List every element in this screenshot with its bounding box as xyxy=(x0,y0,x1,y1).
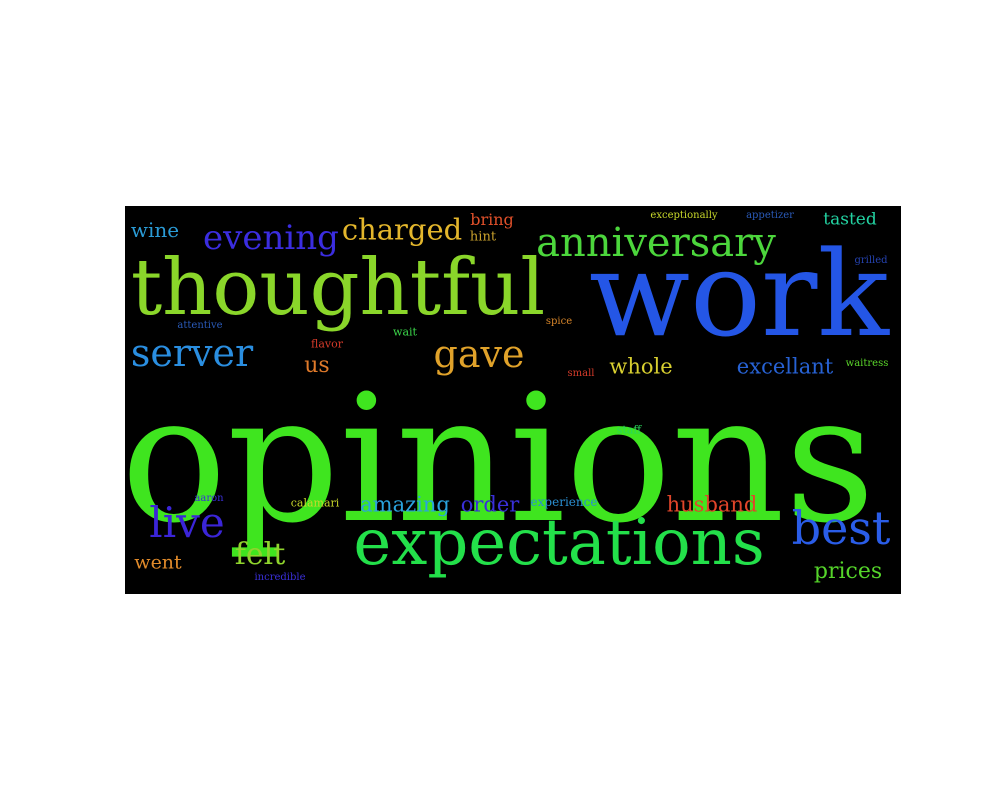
word-prices: prices xyxy=(813,559,883,584)
word-excellant: excellant xyxy=(736,354,834,379)
word-experience: experience xyxy=(530,495,598,509)
word-cloud: opinions work thoughtful expectations an… xyxy=(125,206,901,594)
word-went: went xyxy=(134,551,182,574)
word-spice: spice xyxy=(545,316,573,327)
word-staff: staff xyxy=(616,423,642,437)
word-best: best xyxy=(791,501,891,555)
word-wait: wait xyxy=(393,325,417,339)
word-evening: evening xyxy=(203,218,339,258)
word-exceptionally: exceptionally xyxy=(650,210,718,221)
word-server: server xyxy=(130,331,254,375)
word-work: work xyxy=(589,225,889,363)
word-felt: felt xyxy=(234,537,286,572)
word-husband: husband xyxy=(666,492,758,517)
word-order: order xyxy=(460,492,520,517)
word-live: live xyxy=(149,498,225,547)
word-calamari: calamari xyxy=(290,496,340,510)
word-wine: wine xyxy=(130,218,180,242)
word-waitress: waitress xyxy=(845,358,889,369)
word-aaron: aaron xyxy=(194,493,224,504)
word-opinions: opinions xyxy=(125,357,876,562)
word-expectations: expectations xyxy=(353,506,765,580)
word-us: us xyxy=(304,353,330,378)
word-flavor: flavor xyxy=(311,337,343,351)
word-attentive: attentive xyxy=(177,320,223,331)
word-tasted: tasted xyxy=(823,209,877,230)
word-hint: hint xyxy=(469,229,497,245)
word-incredible: incredible xyxy=(254,572,306,583)
word-thoughtful: thoughtful xyxy=(130,243,546,333)
word-gave: gave xyxy=(433,332,525,376)
word-grilled: grilled xyxy=(854,255,888,266)
word-anniversary: anniversary xyxy=(536,220,776,266)
word-whole: whole xyxy=(609,354,673,379)
word-amazing: amazing xyxy=(360,492,450,517)
word-charged: charged xyxy=(341,212,463,247)
word-bring: bring xyxy=(470,210,514,229)
word-appetizer: appetizer xyxy=(746,210,794,221)
word-small: small xyxy=(567,368,595,379)
